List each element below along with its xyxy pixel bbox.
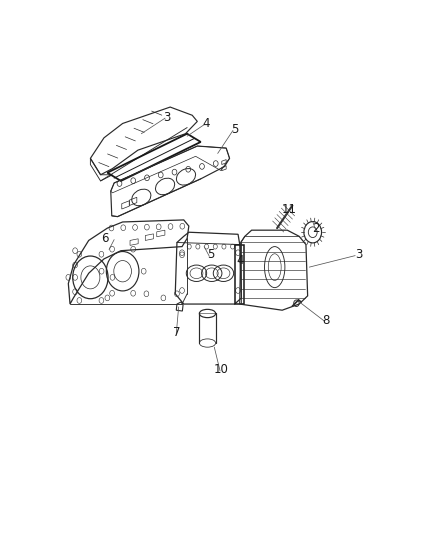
Text: 3: 3 xyxy=(355,248,362,261)
Text: 2: 2 xyxy=(312,222,320,235)
Text: 7: 7 xyxy=(173,326,181,340)
Text: 5: 5 xyxy=(207,248,215,261)
Text: 3: 3 xyxy=(163,111,170,124)
Text: 6: 6 xyxy=(101,232,109,245)
Text: 4: 4 xyxy=(202,117,209,130)
Text: 10: 10 xyxy=(214,363,229,376)
Text: 11: 11 xyxy=(282,203,297,216)
Text: 8: 8 xyxy=(323,314,330,327)
Text: 5: 5 xyxy=(231,123,238,136)
Text: 4: 4 xyxy=(236,254,244,268)
